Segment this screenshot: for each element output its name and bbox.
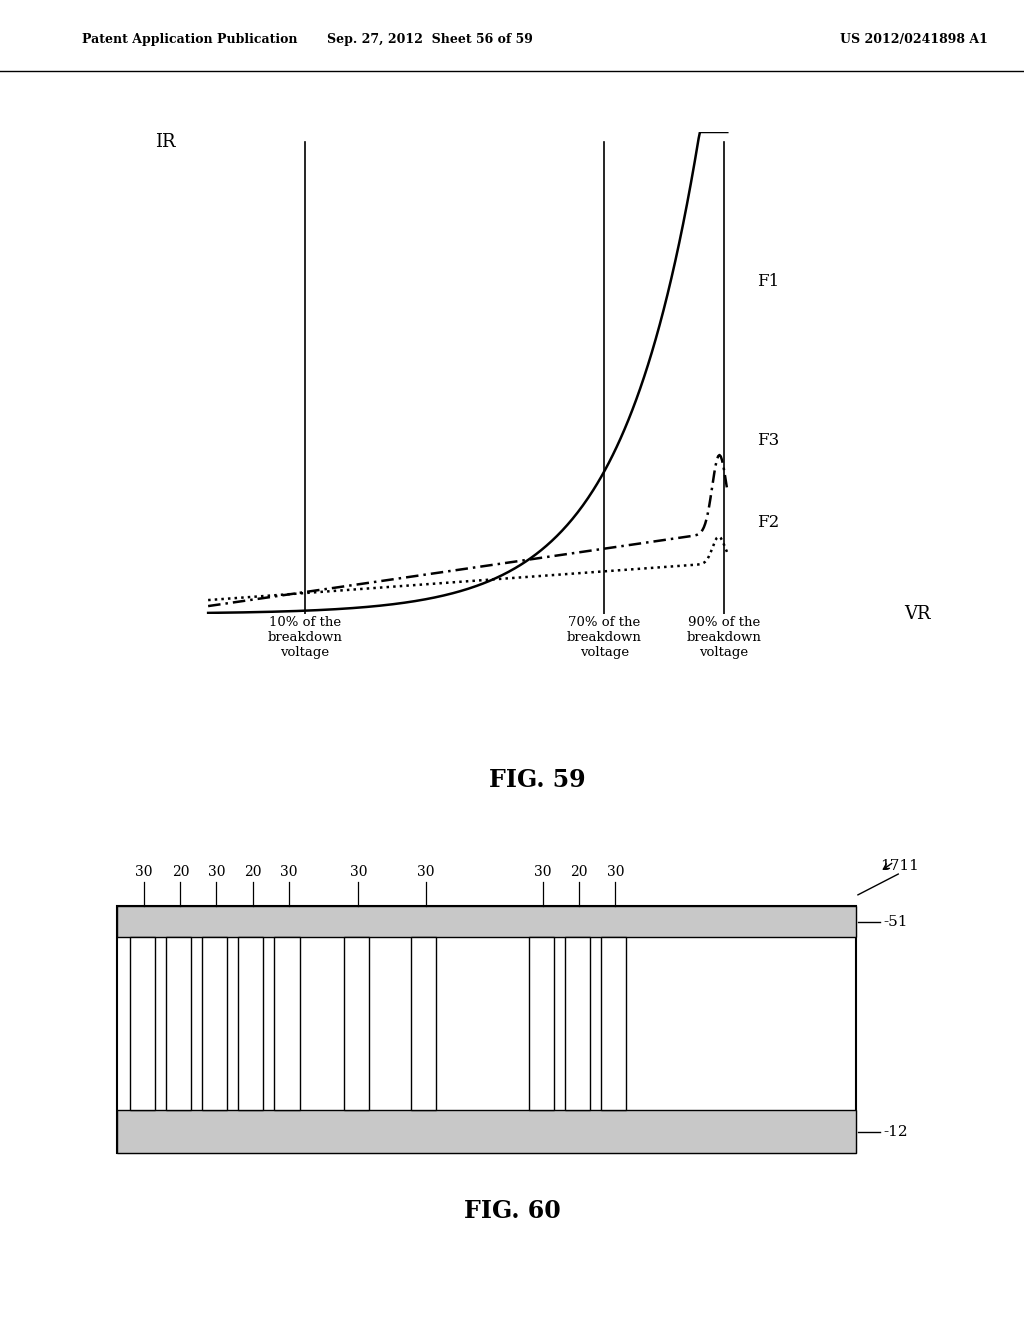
Bar [130, 937, 156, 1110]
Text: -51: -51 [883, 915, 907, 929]
Text: 30: 30 [417, 865, 434, 879]
Text: 20: 20 [244, 865, 261, 879]
Text: 30: 30 [349, 865, 367, 879]
Text: 30: 30 [135, 865, 153, 879]
Bar [344, 937, 370, 1110]
Text: VR: VR [904, 605, 930, 623]
Text: F3: F3 [758, 432, 779, 449]
Text: 30: 30 [208, 865, 225, 879]
Text: Sep. 27, 2012  Sheet 56 of 59: Sep. 27, 2012 Sheet 56 of 59 [327, 33, 534, 46]
Bar [118, 907, 856, 937]
Bar [239, 937, 263, 1110]
Text: FIG. 59: FIG. 59 [489, 768, 586, 792]
Bar [601, 937, 627, 1110]
Text: 10% of the
breakdown
voltage: 10% of the breakdown voltage [267, 616, 342, 660]
Text: 20: 20 [172, 865, 189, 879]
Text: 90% of the
breakdown
voltage: 90% of the breakdown voltage [686, 616, 762, 660]
Text: F2: F2 [758, 513, 779, 531]
Bar [565, 937, 590, 1110]
Text: 30: 30 [535, 865, 552, 879]
Bar [118, 1110, 856, 1152]
Bar [528, 937, 554, 1110]
Text: FIG. 60: FIG. 60 [464, 1199, 560, 1224]
Bar [166, 937, 191, 1110]
Text: Patent Application Publication: Patent Application Publication [82, 33, 297, 46]
Text: F1: F1 [758, 273, 779, 290]
Bar [118, 907, 856, 1152]
Text: 30: 30 [606, 865, 624, 879]
Bar [274, 937, 300, 1110]
Text: 1711: 1711 [880, 859, 919, 874]
Text: 30: 30 [280, 865, 297, 879]
Bar [202, 937, 227, 1110]
Text: IR: IR [155, 132, 175, 150]
Text: 70% of the
breakdown
voltage: 70% of the breakdown voltage [566, 616, 642, 660]
Text: US 2012/0241898 A1: US 2012/0241898 A1 [840, 33, 987, 46]
Text: 20: 20 [570, 865, 588, 879]
Text: -12: -12 [883, 1125, 907, 1139]
Bar [412, 937, 436, 1110]
